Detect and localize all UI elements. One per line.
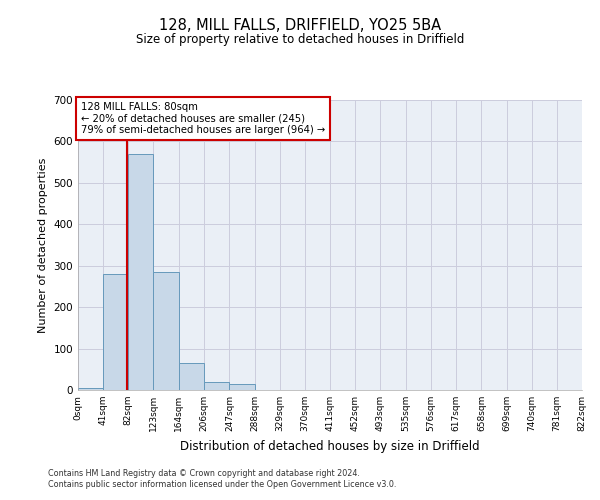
Bar xyxy=(179,363,205,390)
Text: Contains HM Land Registry data © Crown copyright and database right 2024.: Contains HM Land Registry data © Crown c… xyxy=(48,468,360,477)
Bar xyxy=(103,274,128,390)
Bar xyxy=(78,388,103,390)
Bar xyxy=(205,382,229,390)
Text: 128, MILL FALLS, DRIFFIELD, YO25 5BA: 128, MILL FALLS, DRIFFIELD, YO25 5BA xyxy=(159,18,441,32)
Y-axis label: Number of detached properties: Number of detached properties xyxy=(38,158,48,332)
X-axis label: Distribution of detached houses by size in Driffield: Distribution of detached houses by size … xyxy=(180,440,480,452)
Bar xyxy=(229,384,254,390)
Text: 128 MILL FALLS: 80sqm
← 20% of detached houses are smaller (245)
79% of semi-det: 128 MILL FALLS: 80sqm ← 20% of detached … xyxy=(81,102,325,136)
Bar xyxy=(154,272,179,390)
Text: Contains public sector information licensed under the Open Government Licence v3: Contains public sector information licen… xyxy=(48,480,397,489)
Bar xyxy=(128,154,154,390)
Text: Size of property relative to detached houses in Driffield: Size of property relative to detached ho… xyxy=(136,32,464,46)
